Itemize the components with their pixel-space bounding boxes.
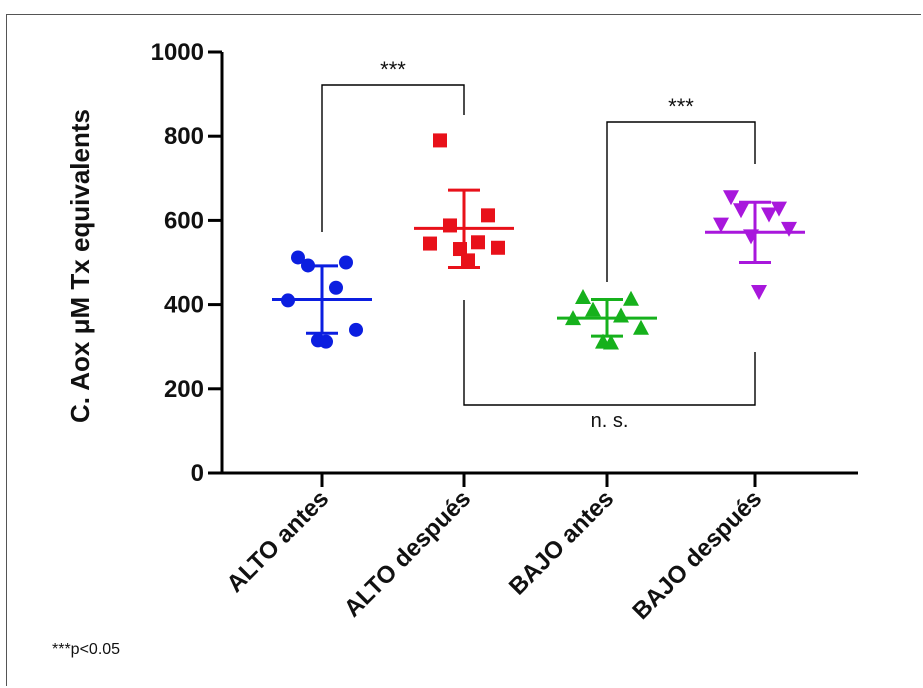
data-point (781, 221, 797, 237)
data-point (565, 310, 581, 326)
figure-frame (6, 14, 921, 686)
data-point (471, 235, 485, 250)
bracket-ns (463, 300, 756, 406)
data-point (461, 253, 475, 268)
data-point (733, 203, 749, 219)
bracket-alto (321, 84, 465, 232)
data-point (301, 258, 315, 273)
bracket-bajo (606, 121, 756, 282)
x-tick-label: BAJO después (627, 485, 767, 625)
data-point (633, 319, 649, 335)
data-point (603, 334, 619, 350)
data-point (623, 290, 639, 306)
data-point (575, 289, 591, 305)
data-point (585, 301, 601, 317)
data-point (713, 217, 729, 233)
bracket-bajo-label: *** (668, 94, 694, 119)
data-point (481, 208, 495, 223)
data-point (723, 190, 739, 206)
y-tick-label: 0 (191, 460, 204, 487)
y-axis-label: C. Aox μM Tx equivalents (65, 109, 95, 424)
x-tick-label: BAJO antes (504, 485, 619, 600)
data-point (613, 307, 629, 323)
data-point (319, 334, 333, 349)
footnote: ***p<0.05 (52, 641, 121, 658)
data-point (281, 293, 295, 308)
data-point (743, 229, 759, 245)
data-point (443, 218, 457, 233)
x-tick-label: ALTO antes (221, 485, 334, 598)
bracket-alto-label: *** (380, 57, 406, 82)
data-point (291, 250, 305, 265)
data-point (433, 133, 447, 148)
data-point (339, 255, 353, 270)
data-point (761, 207, 777, 223)
data-point (771, 201, 787, 217)
y-tick-label: 200 (164, 376, 204, 403)
data-point (329, 280, 343, 295)
y-tick-label: 1000 (151, 39, 204, 66)
y-tick-label: 400 (164, 292, 204, 319)
data-point (423, 236, 437, 251)
y-tick-label: 800 (164, 123, 204, 150)
data-point (349, 322, 363, 337)
bracket-ns-label: n. s. (591, 410, 629, 432)
data-point (453, 242, 467, 257)
y-tick-label: 600 (164, 207, 204, 234)
data-point (491, 240, 505, 255)
data-point (751, 284, 767, 300)
x-tick-label: ALTO después (339, 485, 476, 622)
